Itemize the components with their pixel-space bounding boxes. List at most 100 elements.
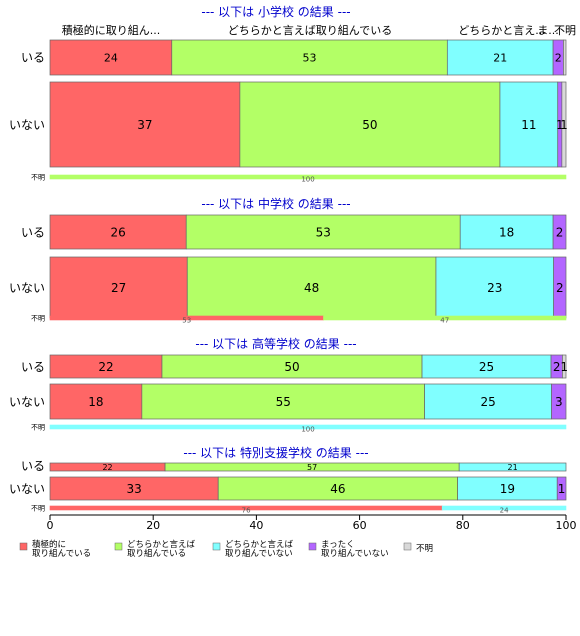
row-label: 不明: [31, 174, 45, 182]
legend-label: 取り組んでいる: [32, 548, 91, 559]
row-label: いない: [9, 118, 45, 132]
data-label: 46: [330, 482, 345, 496]
data-label: 33: [126, 482, 141, 496]
bar-segment: [141, 383, 425, 420]
data-label: 1: [556, 118, 564, 132]
bar-segment: [49, 256, 188, 319]
data-label: 18: [88, 395, 103, 409]
row-label: いない: [9, 281, 45, 295]
data-label: 2: [555, 51, 562, 64]
bar-segment: [171, 39, 448, 76]
bar-segment: [556, 476, 567, 501]
panel-title-2: --- 以下は 高等学校 の結果 ---: [195, 336, 356, 351]
data-label: 1: [560, 118, 568, 132]
panel-title-0: --- 以下は 小学校 の結果 ---: [201, 4, 350, 19]
bar-segment: [185, 214, 461, 250]
legend-swatch: [19, 542, 28, 551]
legend-label: どちらかと言えば: [225, 539, 294, 550]
bar-segment: [441, 505, 567, 511]
bar-segment: [49, 174, 567, 180]
data-label: 25: [480, 395, 495, 409]
data-label: 2: [556, 281, 564, 295]
x-tick-label: 0: [47, 519, 54, 532]
bar-segment: [552, 214, 567, 250]
data-label: 21: [508, 463, 518, 472]
legend-label: 取り組んでいる: [127, 548, 186, 559]
legend-label: 取り組んでいない: [225, 548, 293, 559]
data-label: 3: [555, 395, 563, 409]
bar-segment: [551, 383, 567, 420]
data-label: 48: [304, 281, 319, 295]
data-label: 57: [307, 463, 317, 472]
row-label: いる: [21, 225, 45, 239]
data-label: 22: [98, 360, 113, 374]
row-label: 不明: [31, 315, 45, 323]
row-label: いる: [21, 50, 45, 64]
legend-swatch: [114, 542, 123, 551]
panel-title-1: --- 以下は 中学校 の結果 ---: [201, 196, 350, 211]
data-label: 76: [242, 507, 251, 515]
data-label: 55: [276, 395, 291, 409]
data-label: 47: [440, 317, 449, 325]
data-label: 24: [104, 51, 118, 64]
panel-title-3: --- 以下は 特別支援学校 の結果 ---: [183, 445, 368, 460]
bar-segment: [239, 81, 501, 168]
column-header-0: 積極的に取り組ん...: [62, 23, 161, 37]
bar-segment: [499, 81, 559, 168]
data-label: 53: [303, 51, 317, 64]
bar-segment: [49, 424, 567, 430]
data-label: 18: [499, 225, 514, 239]
column-header-3: ま...: [537, 24, 559, 37]
bar-segment: [435, 256, 554, 319]
bar-segment: [49, 81, 241, 168]
data-label: 1: [560, 360, 568, 374]
data-label: 21: [493, 51, 507, 64]
data-label: 27: [111, 281, 126, 295]
data-label: 37: [137, 118, 152, 132]
legend-swatch: [212, 542, 221, 551]
x-tick-label: 100: [556, 519, 577, 532]
x-tick-label: 20: [146, 519, 160, 532]
row-label: いない: [9, 395, 45, 409]
bar-segment: [49, 214, 187, 250]
row-label: いる: [21, 360, 45, 374]
legend-swatch: [308, 542, 317, 551]
legend-label: 不明: [416, 544, 433, 554]
legend-swatch: [403, 542, 412, 551]
bar-segment: [563, 39, 567, 76]
data-label: 50: [362, 118, 377, 132]
legend-label: まったく: [321, 540, 355, 550]
legend-label: どちらかと言えば: [127, 539, 196, 550]
data-label: 100: [301, 426, 314, 434]
column-header-1: どちらかと言えば取り組んでいる: [228, 24, 392, 37]
data-label: 1: [558, 482, 566, 496]
data-label: 11: [521, 118, 536, 132]
bar-segment: [323, 315, 567, 321]
column-header-4: 不明: [554, 24, 576, 37]
bar-segment: [49, 383, 143, 420]
x-tick-label: 40: [249, 519, 263, 532]
data-label: 2: [553, 360, 561, 374]
data-label: 100: [301, 176, 314, 184]
row-label: いない: [9, 482, 45, 496]
legend-label: 取り組んでいない: [321, 548, 389, 559]
data-label: 24: [500, 507, 509, 515]
x-tick-label: 80: [456, 519, 470, 532]
column-header-2: どちらかと言え...: [458, 24, 546, 37]
row-label: いる: [21, 459, 45, 473]
data-label: 53: [182, 317, 191, 325]
data-label: 53: [316, 225, 331, 239]
data-label: 25: [479, 360, 494, 374]
data-label: 23: [487, 281, 502, 295]
x-tick-label: 60: [353, 519, 367, 532]
bar-segment: [562, 354, 567, 379]
row-label: 不明: [31, 424, 45, 432]
data-label: 50: [284, 360, 299, 374]
bar-segment: [186, 256, 437, 319]
legend-label: 積極的に: [32, 539, 66, 550]
data-label: 22: [102, 463, 112, 472]
bar-segment: [458, 462, 567, 472]
data-label: 2: [556, 225, 564, 239]
bar-segment: [561, 81, 567, 168]
